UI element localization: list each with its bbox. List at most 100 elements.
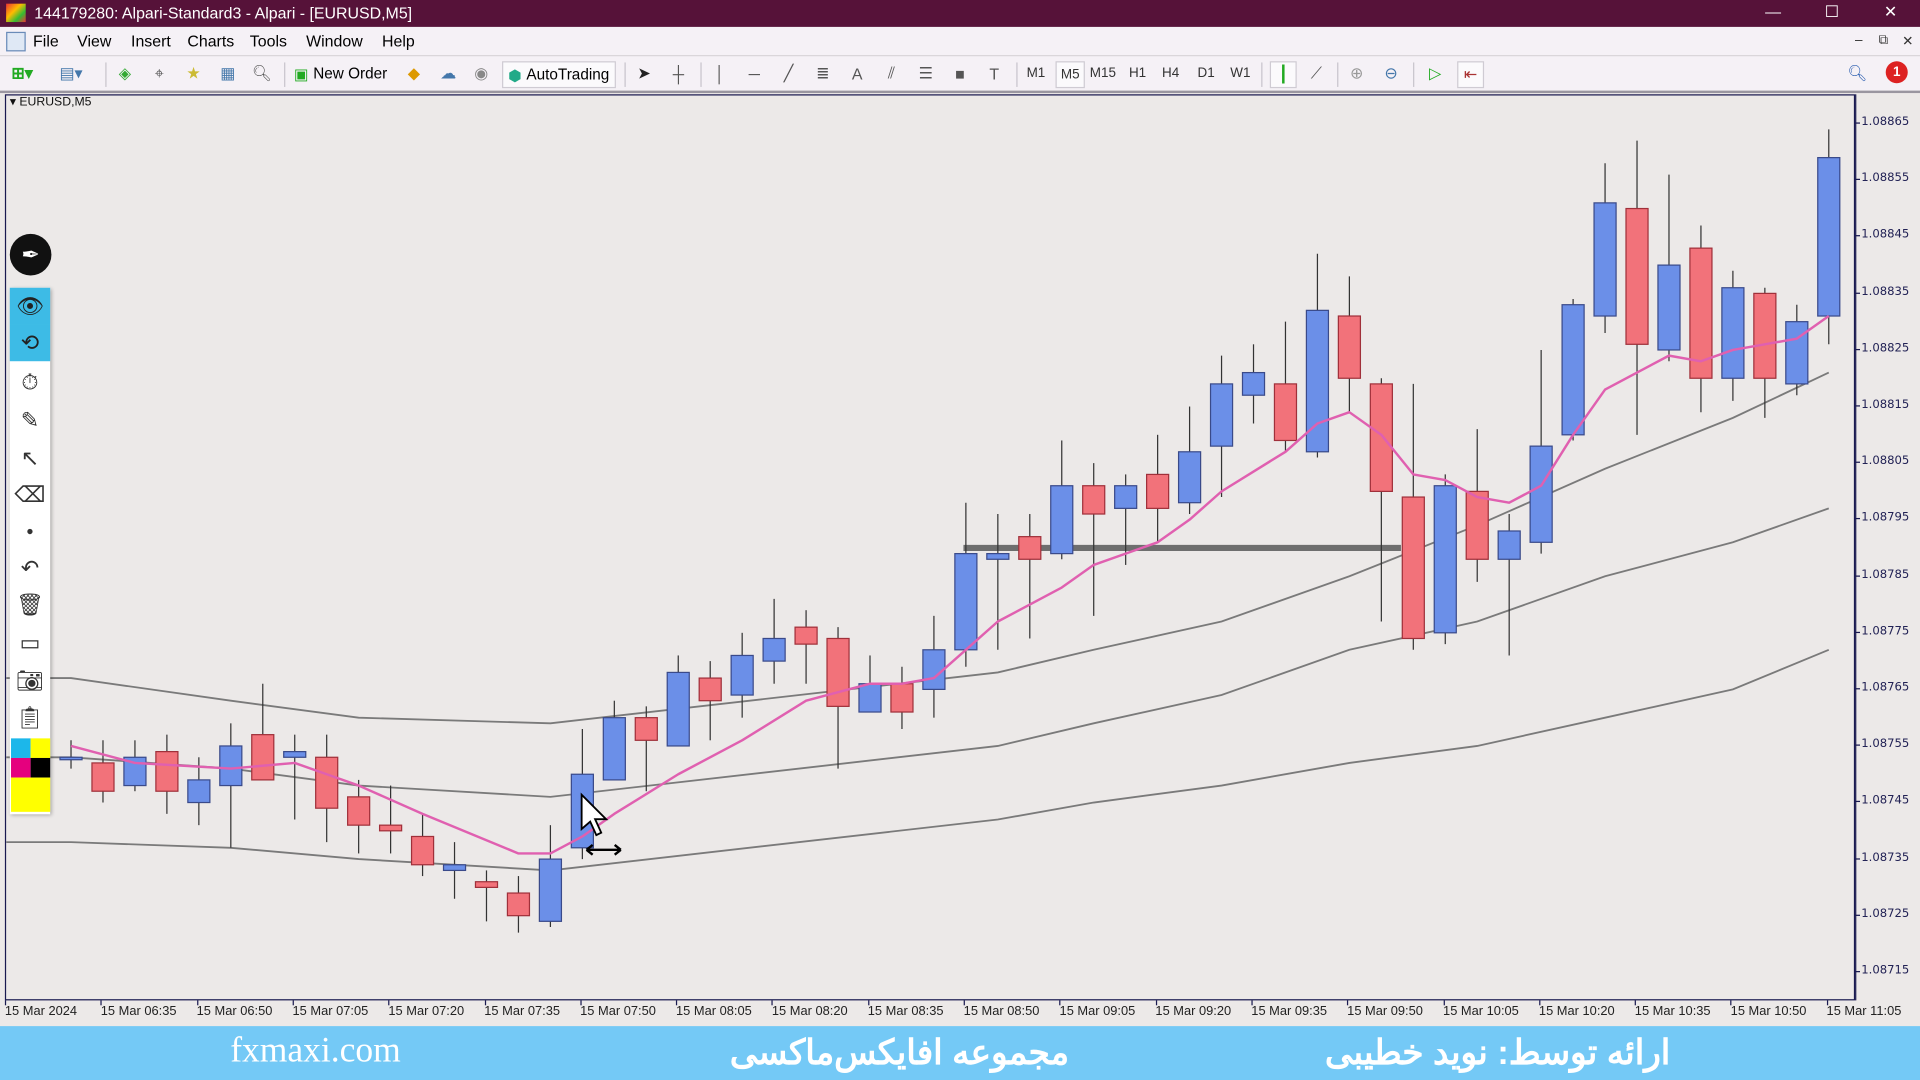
navigator-icon[interactable]: ★ xyxy=(186,63,201,83)
mdi-minimize-button[interactable]: – xyxy=(1855,33,1863,48)
timeframe-w1[interactable]: W1 xyxy=(1230,66,1251,81)
line-chart-icon[interactable]: ⟋ xyxy=(1310,63,1322,83)
price-axis-line xyxy=(1855,94,1857,1001)
time-label: 15 Mar 08:05 xyxy=(676,1004,752,1019)
menu-tools[interactable]: Tools xyxy=(249,31,287,51)
eraser-icon[interactable]: ⌫ xyxy=(14,481,46,507)
pen-logo-icon[interactable]: ✒ xyxy=(9,233,52,276)
menu-help[interactable]: Help xyxy=(382,31,415,51)
menu-charts[interactable]: Charts xyxy=(187,31,235,51)
chart-shift-icon[interactable]: ⇤ xyxy=(1457,61,1485,89)
horizontal-line-icon[interactable]: ─ xyxy=(748,64,760,83)
new-order-button[interactable]: ▣ New Order xyxy=(293,64,388,83)
time-tick xyxy=(1059,1000,1061,1006)
terminal-icon[interactable]: ▦ xyxy=(220,63,236,83)
current-color-swatch[interactable] xyxy=(11,777,51,812)
price-axis[interactable]: 1.08865 1.08855 1.08845 1.08835 1.08825 1.088… xyxy=(1855,94,1920,1001)
color-swatch-yellow[interactable] xyxy=(30,738,51,758)
market-watch-icon[interactable]: ◈ xyxy=(118,63,132,83)
price-chart[interactable] xyxy=(4,94,1856,1001)
bear-candle xyxy=(698,677,722,702)
time-tick xyxy=(292,1000,294,1006)
fibonacci-channel-icon[interactable]: ⫽ xyxy=(887,63,895,83)
timeframe-h4[interactable]: H4 xyxy=(1162,66,1180,81)
autotrading-icon: ⬢ xyxy=(508,66,522,84)
timeframe-m15[interactable]: M15 xyxy=(1089,66,1117,81)
eye-icon[interactable]: 👁︎ xyxy=(9,287,51,325)
vps-icon[interactable]: ☁ xyxy=(440,63,457,83)
trendline-icon[interactable]: ╱ xyxy=(783,63,794,83)
time-label: 15 Mar 07:35 xyxy=(484,1004,561,1019)
watermark-banner: fxmaxi.com مجموعه افایکس‌ماکسی ارائه توس… xyxy=(0,1026,1920,1080)
arrow-icon[interactable]: ↖ xyxy=(20,445,40,470)
window-title: 144179280: Alpari-Standard3 - Alpari - [… xyxy=(34,3,413,23)
menu-insert[interactable]: Insert xyxy=(131,31,171,51)
time-tick xyxy=(1443,1000,1445,1006)
highlighter-icon[interactable]: ✎ xyxy=(20,407,40,432)
strategy-tester-icon[interactable]: 🔍︎ xyxy=(251,63,273,83)
zoom-in-icon[interactable]: ⊕ xyxy=(1350,63,1364,83)
price-tick xyxy=(1855,348,1861,350)
bull-candle xyxy=(762,637,786,662)
crosshair-tool-icon[interactable]: ┼ xyxy=(672,64,685,83)
menu-view[interactable]: View xyxy=(77,31,112,51)
chart-window-icon[interactable] xyxy=(6,31,26,52)
signals-icon[interactable]: ◉ xyxy=(474,63,489,83)
cursor-select-icon[interactable]: ⟲ xyxy=(9,324,51,362)
camera-icon[interactable]: 📷︎ xyxy=(15,667,44,693)
vertical-line-icon[interactable]: │ xyxy=(715,64,725,83)
close-button[interactable]: ✕ xyxy=(1883,2,1898,21)
color-swatch-black[interactable] xyxy=(30,757,51,778)
cursor-tool-icon[interactable]: ➤ xyxy=(637,63,651,83)
price-tick xyxy=(1855,857,1861,860)
trash-icon[interactable]: 🗑︎ xyxy=(15,592,44,617)
time-label: 15 Mar 07:50 xyxy=(580,1004,656,1019)
time-label: 15 Mar 08:50 xyxy=(963,1004,1040,1019)
menu-file[interactable]: File xyxy=(33,31,59,51)
whiteboard-icon[interactable]: ▭ xyxy=(19,630,41,655)
profiles-icon[interactable]: ▤▾ xyxy=(59,63,83,83)
bull-candle xyxy=(59,756,83,761)
text-tool-icon[interactable]: A xyxy=(851,64,863,83)
price-label: 1.08855 xyxy=(1861,171,1910,186)
time-axis[interactable]: 15 Mar 2024 15 Mar 06:35 15 Mar 06:50 15 Ma… xyxy=(0,1000,1920,1024)
timeframe-d1[interactable]: D1 xyxy=(1197,66,1215,81)
minimize-button[interactable]: — xyxy=(1765,2,1782,21)
candlesticks-icon[interactable]: ┃ xyxy=(1269,61,1297,89)
bull-candle xyxy=(1817,157,1841,317)
clipboard-icon[interactable]: 📋︎ xyxy=(15,704,44,730)
color-swatch-cyan[interactable] xyxy=(11,738,31,758)
bull-candle xyxy=(1529,445,1553,543)
dot-icon[interactable]: ● xyxy=(26,524,34,539)
time-tick xyxy=(4,1000,7,1006)
fibonacci-retracement-icon[interactable]: ☰ xyxy=(918,63,933,83)
auto-scroll-icon[interactable]: ▷ xyxy=(1428,63,1442,83)
text-label-icon[interactable]: T xyxy=(989,64,1000,83)
metaeditor-icon[interactable]: ◆ xyxy=(407,63,421,83)
band-upper-line xyxy=(6,371,1830,725)
timeframe-m1[interactable]: M1 xyxy=(1026,66,1046,81)
data-window-icon[interactable]: ⌖ xyxy=(154,63,164,83)
bull-candle xyxy=(538,858,563,922)
new-chart-icon[interactable]: ⊞▾ xyxy=(11,63,33,83)
color-swatch-magenta[interactable] xyxy=(11,757,31,778)
timeframe-m5[interactable]: M5 xyxy=(1055,61,1085,89)
mdi-close-button[interactable]: ✕ xyxy=(1902,34,1914,49)
undo-icon[interactable]: ↶ xyxy=(20,555,40,580)
search-icon[interactable]: 🔍︎ xyxy=(1847,63,1868,83)
bear-candle xyxy=(315,756,339,809)
stopwatch-icon[interactable]: ⏱︎ xyxy=(21,369,39,394)
autotrading-button[interactable]: ⬢ AutoTrading xyxy=(502,61,616,89)
price-tick xyxy=(1855,179,1861,181)
time-label: 15 Mar 09:35 xyxy=(1251,1004,1328,1019)
equidistant-channel-icon[interactable]: ≣ xyxy=(816,63,830,83)
notification-badge[interactable]: 1 xyxy=(1885,61,1908,84)
bull-candle xyxy=(442,864,467,872)
zoom-out-icon[interactable]: ⊖ xyxy=(1384,63,1398,83)
menu-window[interactable]: Window xyxy=(306,31,363,51)
maximize-button[interactable]: ☐ xyxy=(1824,2,1839,21)
timeframe-h1[interactable]: H1 xyxy=(1128,66,1147,81)
time-tick xyxy=(1347,1000,1349,1006)
rectangle-tool-icon[interactable]: ■ xyxy=(955,64,965,83)
mdi-restore-button[interactable]: ⧉ xyxy=(1878,33,1889,48)
